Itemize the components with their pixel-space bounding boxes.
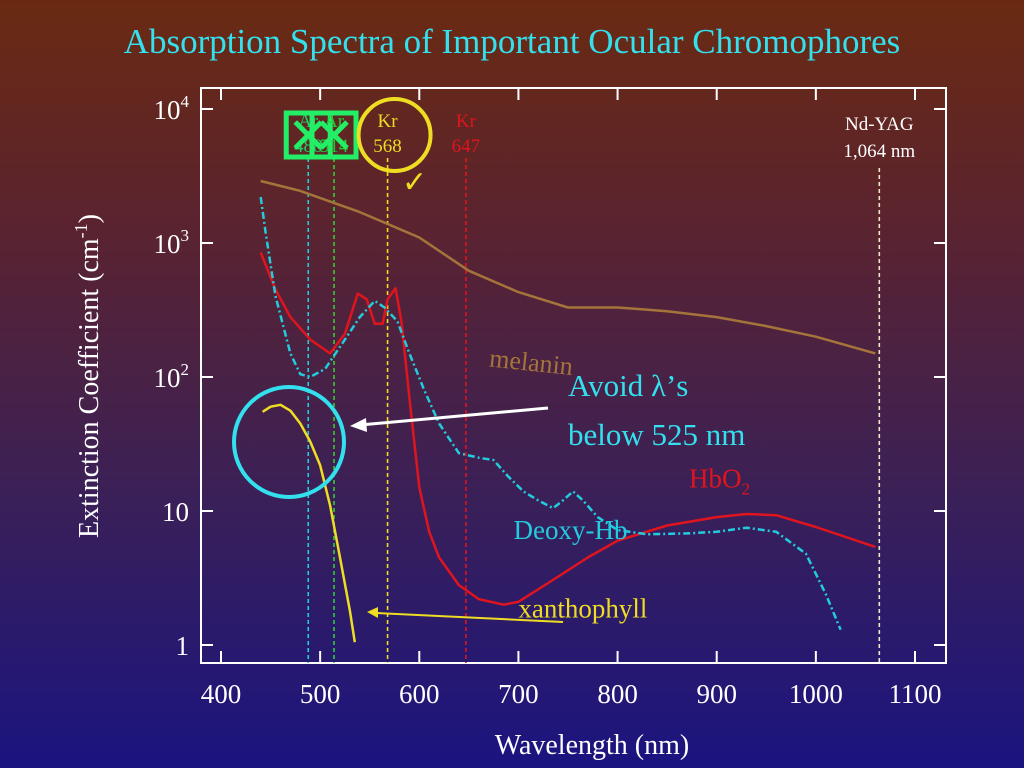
- y-tick-label-exponent: 3: [181, 226, 190, 245]
- x-tick-label: 800: [597, 679, 638, 709]
- y-tick-label-base: 10: [162, 497, 189, 527]
- y-axis-label-sup: -1: [71, 223, 91, 238]
- series-label-base: melanin: [488, 344, 574, 382]
- series-label-base: HbO: [689, 463, 742, 493]
- y-tick-label-base: 10: [154, 95, 181, 125]
- slide-title: Absorption Spectra of Important Ocular C…: [123, 22, 901, 61]
- y-axis-label: Extinction Coefficient (cm-1): [71, 214, 105, 538]
- x-tick-label: 500: [300, 679, 341, 709]
- series-line-hbo2: [259, 252, 876, 606]
- cross-icon: [293, 120, 324, 150]
- y-tick-label: 103: [154, 226, 190, 259]
- series-labels: melanin HbO2 Deoxy-Hb xanthophyll: [488, 344, 750, 624]
- callout-arrow-head: [350, 418, 367, 432]
- laser-label-line2: 647: [452, 136, 481, 157]
- plot-frame: [200, 87, 947, 664]
- x-tick-label: 1000: [789, 679, 843, 709]
- y-tick-label-exponent: 4: [181, 92, 190, 111]
- series-label-base: Deoxy-Hb: [513, 515, 627, 545]
- laser-label-line1: Nd-YAG: [845, 114, 914, 135]
- x-tick-label: 400: [201, 679, 242, 709]
- callout-line-1: Avoid λ’s: [568, 368, 688, 403]
- y-axis-label-end: ): [74, 214, 105, 223]
- xanthophyll-pointer-line: [375, 612, 564, 623]
- series-label: Deoxy-Hb: [513, 515, 627, 545]
- y-tick-label: 104: [154, 92, 190, 125]
- x-axis-label: Wavelength (nm): [495, 730, 689, 761]
- y-tick-label: 102: [154, 360, 190, 393]
- x-tick-label: 600: [399, 679, 440, 709]
- callout-line-2: below 525 nm: [568, 417, 745, 452]
- crossed-box-icon: [309, 110, 359, 160]
- series-label-subscript: 2: [741, 479, 750, 498]
- y-tick-label-base: 1: [176, 631, 190, 661]
- xanthophyll-pointer-head: [367, 607, 378, 618]
- series-label: melanin: [488, 344, 574, 382]
- cross-icon: [319, 120, 349, 150]
- xanthophyll-highlight-circle: [232, 385, 346, 499]
- laser-lines: [307, 158, 881, 663]
- y-tick-label: 1: [176, 631, 190, 661]
- approved-circle-icon: [356, 97, 433, 173]
- x-tick-label: 900: [696, 679, 737, 709]
- x-tick-label: 1100: [889, 679, 942, 709]
- callout-arrow-line: [359, 406, 549, 427]
- series-label: HbO2: [689, 463, 750, 498]
- series-lines: [259, 179, 876, 643]
- crossed-box-icon: [283, 110, 333, 160]
- check-mark-icon: ✓: [402, 166, 427, 199]
- y-tick-label-base: 10: [154, 229, 181, 259]
- series-label-base: xanthophyll: [518, 594, 647, 624]
- y-axis-label-base: Extinction Coefficient (cm: [74, 238, 105, 538]
- laser-label-line2: 568: [373, 136, 402, 157]
- series-label: xanthophyll: [518, 594, 647, 624]
- x-tick-label: 700: [498, 679, 539, 709]
- laser-label-line1: Kr: [378, 111, 399, 132]
- laser-label-line2: 1,064 nm: [843, 141, 915, 162]
- laser-label-line1: Kr: [456, 111, 477, 132]
- y-tick-label-base: 10: [154, 363, 181, 393]
- y-tick-label-exponent: 2: [181, 360, 190, 379]
- y-tick-label: 10: [162, 497, 189, 527]
- series-line-deoxy-hb: [259, 196, 842, 631]
